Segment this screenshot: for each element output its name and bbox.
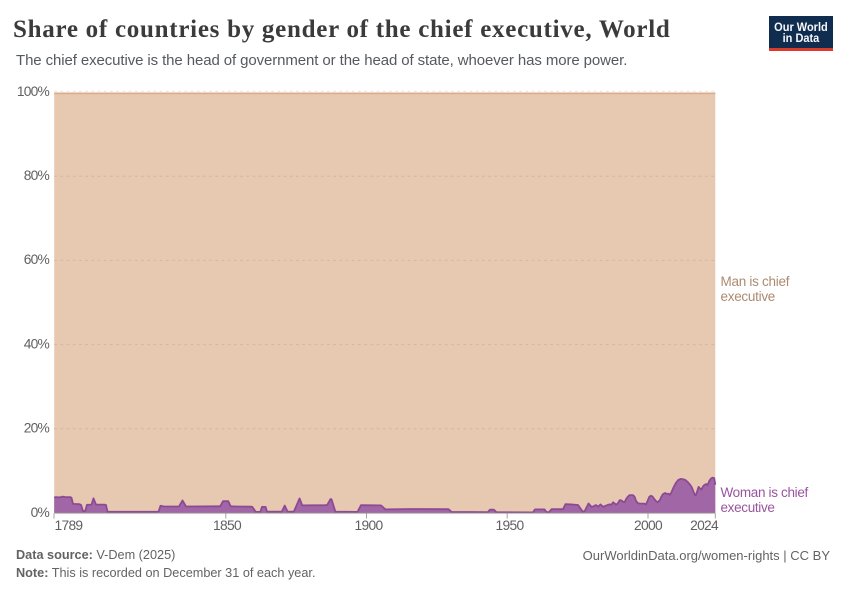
svg-text:100%: 100% bbox=[17, 84, 50, 99]
svg-text:1789: 1789 bbox=[55, 518, 84, 533]
svg-text:2000: 2000 bbox=[634, 518, 663, 533]
svg-text:1900: 1900 bbox=[355, 518, 384, 533]
svg-text:0%: 0% bbox=[31, 505, 50, 520]
svg-text:1850: 1850 bbox=[213, 518, 242, 533]
svg-text:1950: 1950 bbox=[496, 518, 525, 533]
svg-text:80%: 80% bbox=[24, 168, 50, 183]
svg-text:20%: 20% bbox=[24, 421, 50, 436]
svg-text:2024: 2024 bbox=[690, 518, 719, 533]
svg-text:60%: 60% bbox=[24, 252, 50, 267]
svg-text:40%: 40% bbox=[24, 336, 50, 351]
